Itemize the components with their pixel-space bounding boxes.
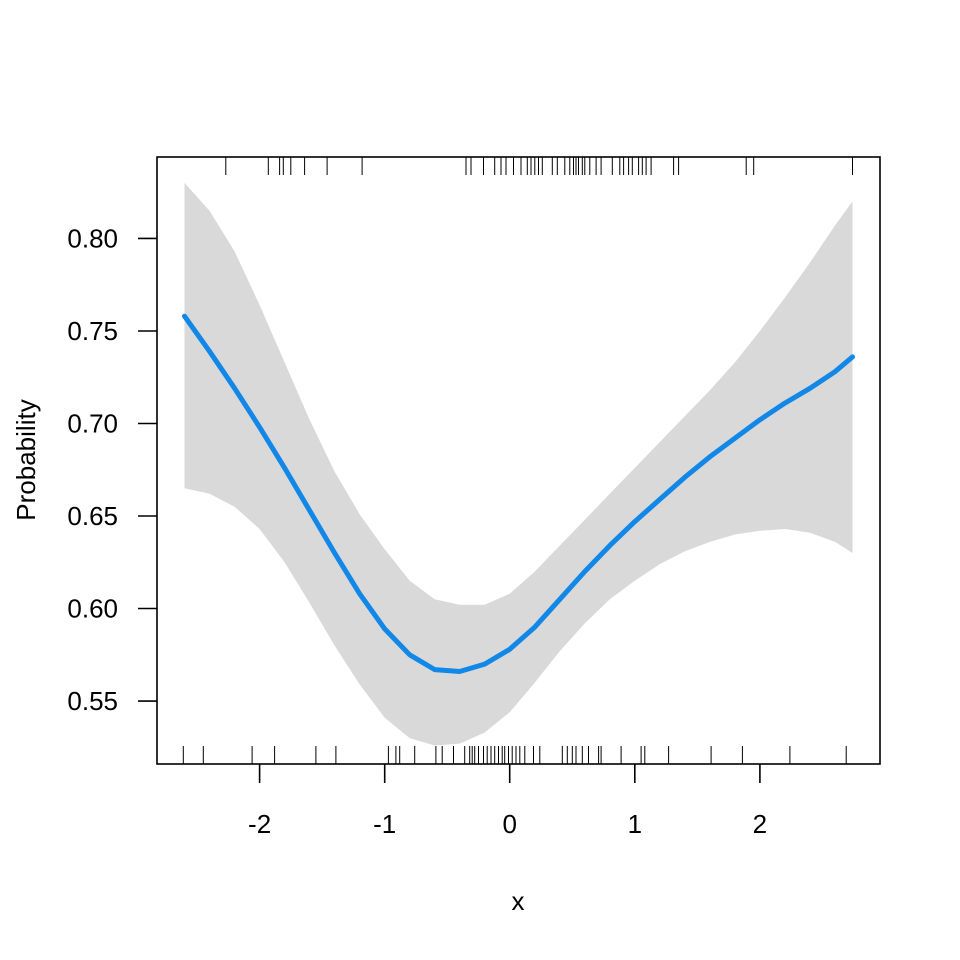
y-axis-label: Probability [11,399,41,520]
y-tick-label: 0.70 [67,409,118,439]
x-tick-label: 1 [628,809,642,839]
y-axis: 0.55 0.60 0.65 0.70 0.75 0.80 [67,223,157,716]
x-tick-label: -1 [373,809,396,839]
y-tick-label: 0.60 [67,594,118,624]
rug-layer [182,157,853,764]
x-tick-label: -2 [248,809,271,839]
fit-line [182,313,855,674]
y-tick-label: 0.75 [67,316,118,346]
y-tick-label: 0.80 [67,223,118,253]
x-axis-label: x [512,886,525,916]
x-tick-label: 0 [502,809,516,839]
plot-frame [156,156,881,765]
confidence-band-layer [184,182,853,746]
y-tick-label: 0.65 [67,501,118,531]
x-axis: -2 -1 0 1 2 [248,764,767,839]
x-tick-label: 2 [753,809,767,839]
confidence-band [184,182,853,746]
y-tick-label: 0.55 [67,686,118,716]
fit-line-layer [182,313,855,674]
